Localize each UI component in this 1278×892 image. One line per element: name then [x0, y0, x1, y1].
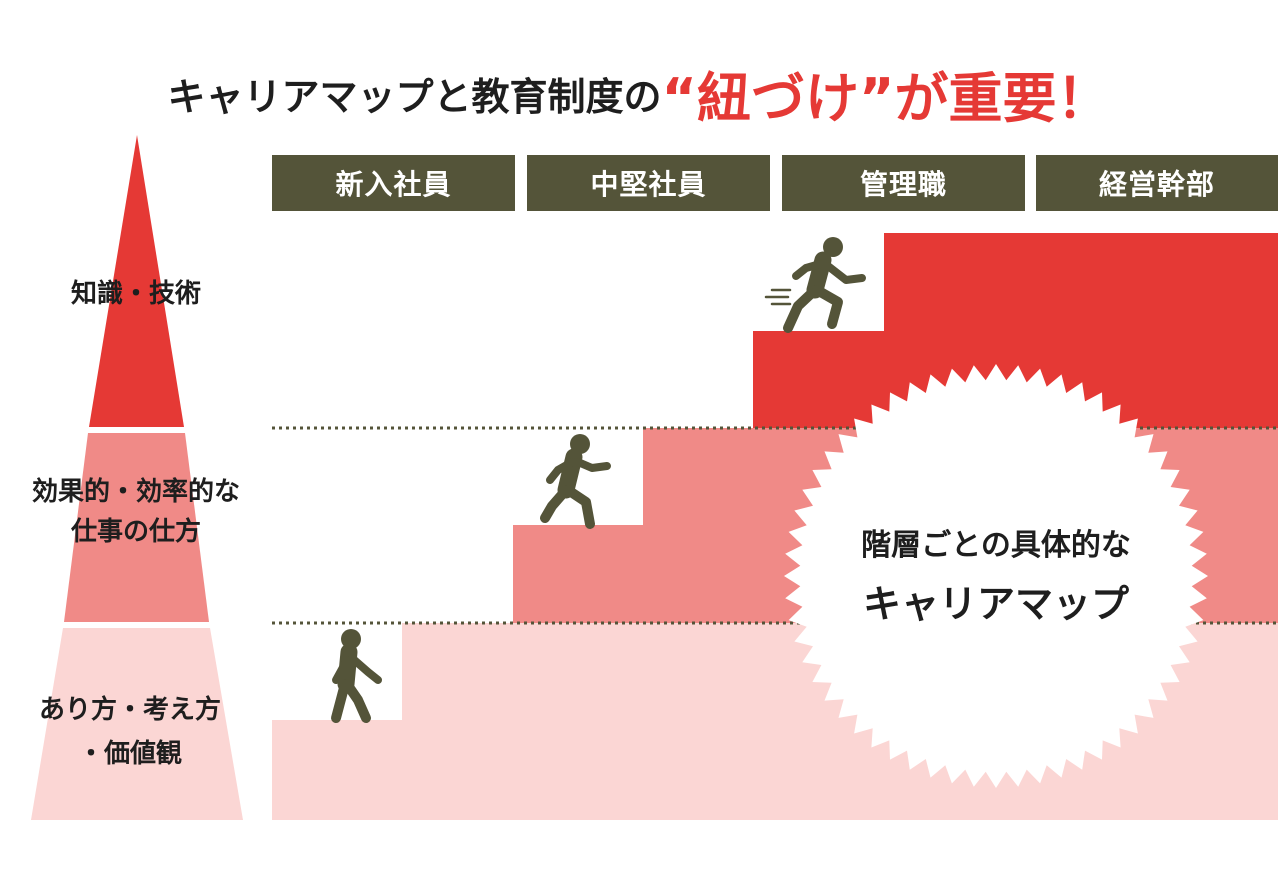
speed-lines-icon: [764, 288, 792, 306]
pyramid-label-bottom-line1: あり方・考え方: [38, 695, 221, 725]
burst-text-line1: 階層ごとの具体的な: [861, 528, 1131, 563]
pyramid-label-middle-line1: 効果的・効率的な: [31, 477, 240, 507]
pyramid-label-bottom-line2: ・価値観: [77, 739, 182, 769]
stage-manager: 管理職: [782, 155, 1025, 211]
stage-new-employee: 新入社員: [272, 155, 515, 211]
pyramid-bottom-tier: [31, 628, 243, 820]
starburst-badge: [784, 364, 1208, 788]
title-emphasis: “紐づけ”が重要！: [661, 67, 1111, 130]
person-running-icon: [783, 237, 866, 333]
stair-top-band: [753, 233, 1278, 428]
diagram-title: キャリアマップと教育制度の“紐づけ”が重要！: [0, 54, 1278, 133]
pyramid-middle-tier: [64, 433, 209, 622]
stage-mid-level: 中堅社員: [527, 155, 770, 211]
title-lead: キャリアマップと教育制度の: [167, 75, 662, 119]
stage-executive: 経営幹部: [1036, 155, 1278, 211]
pyramid-label-middle-line2: 仕事の仕方: [70, 517, 201, 547]
pyramid-top-tier: [89, 135, 184, 427]
person-jogging-icon: [540, 434, 611, 529]
person-walking-icon: [331, 629, 382, 723]
burst-text-line2: キャリアマップ: [862, 582, 1129, 626]
pyramid-label-top: 知識・技術: [70, 279, 201, 309]
